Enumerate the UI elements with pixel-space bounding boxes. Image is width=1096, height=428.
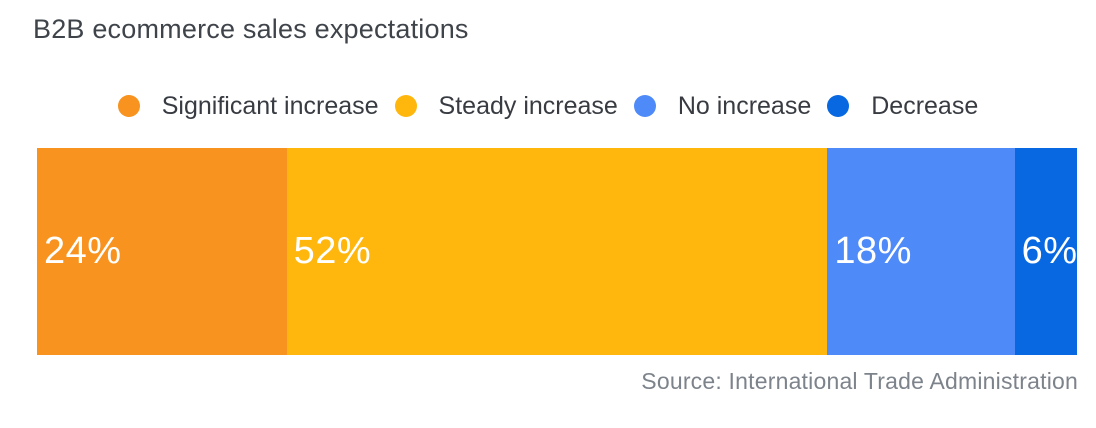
legend-label-decrease: Decrease [871, 91, 979, 120]
bar-segment-decrease: 6% [1014, 148, 1078, 355]
legend-label-no-increase: No increase [677, 91, 812, 120]
segment-value-decrease: 6% [1021, 230, 1078, 272]
legend-item-steady-increase: Steady increase [394, 91, 618, 121]
bar-segment-no-increase: 18% [827, 148, 1015, 355]
segment-value-steady-increase: 52% [293, 230, 372, 272]
legend-item-significant-increase: Significant increase [117, 91, 379, 121]
legend-label-steady-increase: Steady increase [438, 91, 618, 120]
legend-item-no-increase: No increase [633, 91, 812, 121]
legend-item-decrease: Decrease [827, 92, 978, 121]
legend-swatch-significant-increase [117, 95, 140, 117]
segment-value-no-increase: 18% [834, 230, 912, 272]
source-caption: Source: International Trade Administrati… [641, 368, 1078, 394]
bar-segment-significant-increase: 24% [37, 148, 287, 355]
legend-swatch-steady-increase [394, 95, 417, 117]
legend-swatch-no-increase [633, 95, 656, 117]
legend: Significant increase Steady increase No … [0, 91, 1096, 121]
chart-title: B2B ecommerce sales expectations [33, 14, 469, 44]
bar-segment-steady-increase: 52% [286, 148, 828, 355]
stacked-bar: 24% 52% 18% 6% [37, 148, 1077, 355]
segment-value-significant-increase: 24% [44, 230, 122, 272]
legend-swatch-decrease [827, 95, 850, 117]
legend-label-significant-increase: Significant increase [161, 91, 379, 120]
